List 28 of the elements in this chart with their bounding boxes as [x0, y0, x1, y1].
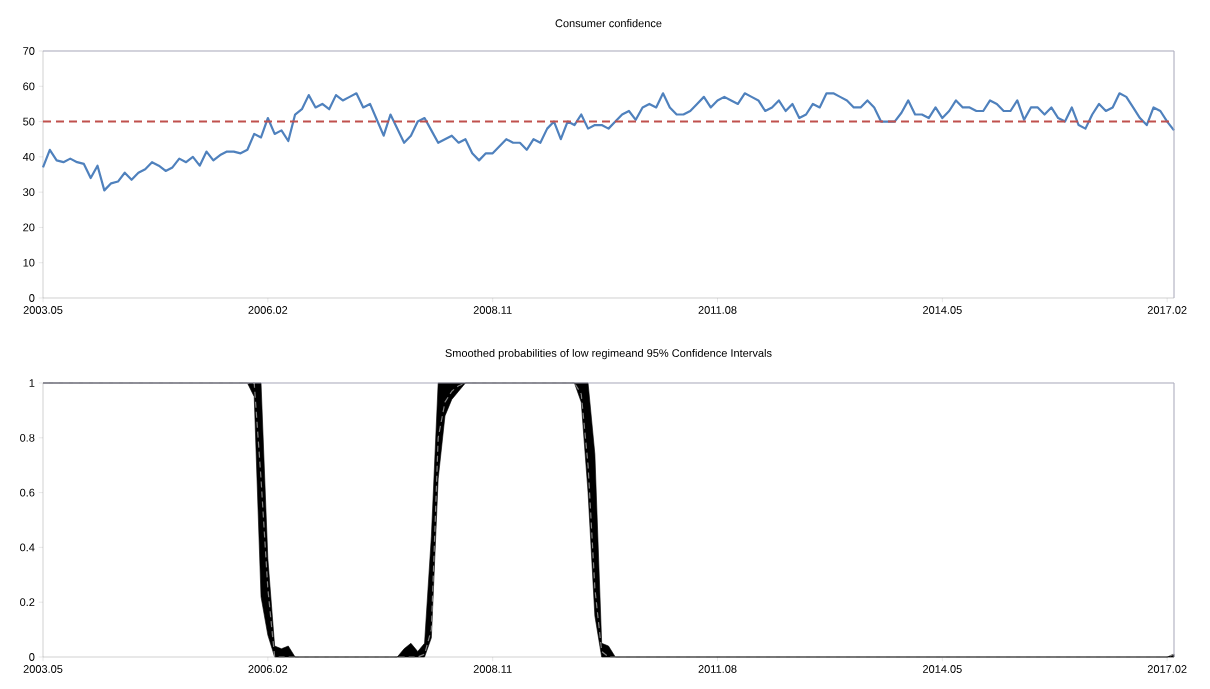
y-tick-label: 20	[23, 223, 35, 232]
y-tick-label: 70	[23, 47, 35, 55]
y-tick-label: 0	[29, 653, 35, 661]
x-tick-label: 2008.11	[473, 306, 512, 314]
x-tick-label: 2011.08	[698, 306, 737, 314]
x-tick-label: 2003.05	[23, 665, 63, 673]
y-tick-label: 0.2	[20, 598, 35, 607]
y-tick-label: 30	[23, 188, 35, 197]
y-tick-label: 0.4	[20, 543, 35, 552]
chart-title: Consumer confidence	[555, 19, 662, 28]
y-tick-label: 0	[29, 294, 35, 302]
chart-title: Smoothed probabilities of low regimeand 95% Confidence Intervals	[445, 348, 772, 360]
x-tick-label: 2006.02	[248, 665, 288, 673]
x-tick-label: 2014.05	[923, 306, 962, 314]
y-tick-label: 50	[23, 117, 35, 126]
y-tick-label: 40	[22, 152, 35, 161]
x-tick-label: 2003.05	[23, 306, 63, 314]
x-tick-label: 2011.08	[698, 665, 737, 673]
x-tick-label: 2017.02	[1147, 306, 1187, 314]
y-tick-label: 0.6	[20, 488, 35, 497]
x-tick-label: 2014.05	[923, 665, 962, 673]
y-tick-label: 1	[29, 379, 35, 387]
x-tick-label: 2008.11	[473, 665, 512, 673]
y-tick-label: 10	[23, 258, 35, 267]
y-tick-label: 0.8	[20, 433, 35, 442]
x-tick-label: 2006.02	[248, 306, 288, 314]
x-tick-label: 2017.02	[1147, 665, 1187, 673]
y-tick-label: 60	[23, 82, 35, 91]
